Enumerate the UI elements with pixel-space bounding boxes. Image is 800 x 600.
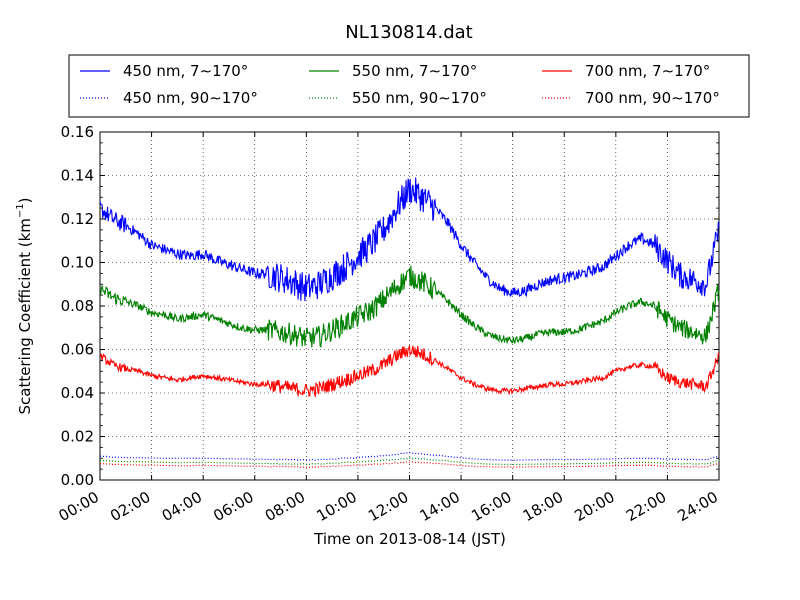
y-axis-label-close: ) <box>16 197 34 203</box>
legend-label: 550 nm, 7∼170° <box>352 62 477 80</box>
y-tick-label: 0.06 <box>61 341 94 359</box>
legend: 450 nm, 7∼170° 550 nm, 7∼170° 700 nm, 7∼17… <box>68 54 750 118</box>
series-line <box>99 177 720 302</box>
legend-label: 450 nm, 90∼170° <box>123 89 258 107</box>
ticks <box>99 131 720 481</box>
x-axis-label: Time on 2013-08-14 (JST) <box>313 530 506 548</box>
y-tick-label: 0.08 <box>61 297 94 315</box>
legend-label: 450 nm, 7∼170° <box>123 62 248 80</box>
series-line <box>99 451 720 461</box>
series-layer <box>99 177 720 468</box>
y-axis-label-exponent: −1 <box>15 203 26 218</box>
chart-title: NL130814.dat <box>345 22 472 43</box>
series-line <box>99 265 720 349</box>
legend-frame <box>68 54 750 118</box>
y-tick-label: 0.00 <box>61 471 94 489</box>
series-line <box>99 461 720 468</box>
series-line <box>99 457 720 466</box>
y-tick-labels: 0.00 0.02 0.04 0.06 0.08 0.10 0.12 0.14 0.16 <box>61 123 94 489</box>
legend-label: 700 nm, 7∼170° <box>585 62 710 80</box>
legend-label: 700 nm, 90∼170° <box>585 89 720 107</box>
y-axis-label: Scattering Coefficient (km−1) <box>15 197 34 414</box>
y-tick-label: 0.04 <box>61 384 94 402</box>
y-tick-label: 0.16 <box>61 123 94 141</box>
y-tick-label: 0.14 <box>61 167 94 185</box>
legend-label: 550 nm, 90∼170° <box>352 89 487 107</box>
series-line <box>99 345 720 398</box>
y-tick-label: 0.02 <box>61 428 94 446</box>
y-tick-label: 0.12 <box>61 210 94 228</box>
y-axis-label-main: Scattering Coefficient (km <box>16 218 34 414</box>
y-tick-label: 0.10 <box>61 254 94 272</box>
plot-area <box>99 131 720 481</box>
